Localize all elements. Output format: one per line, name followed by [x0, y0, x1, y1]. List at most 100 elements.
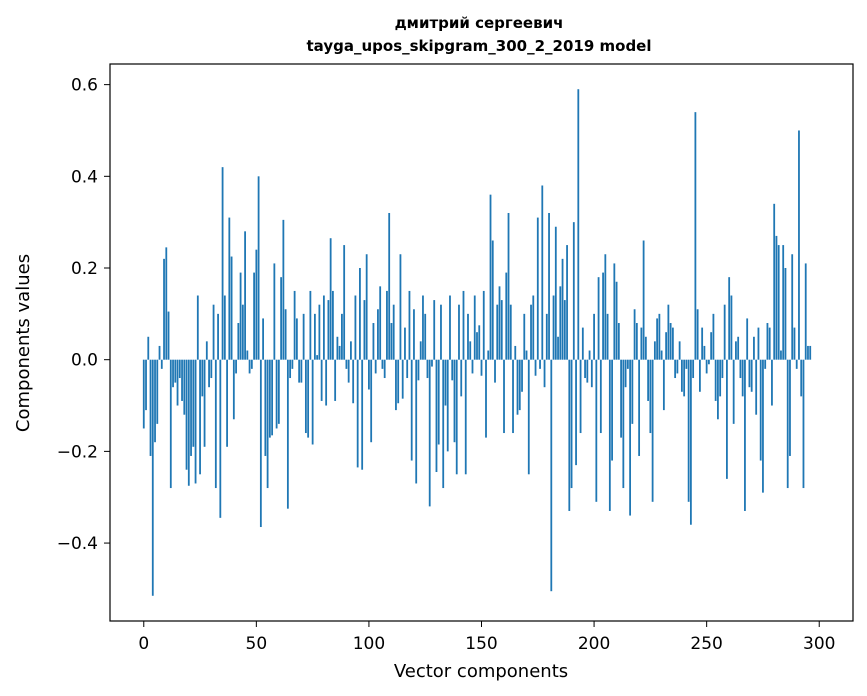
bar — [732, 359, 735, 424]
bar — [165, 247, 168, 360]
bar — [390, 323, 393, 360]
bar — [194, 359, 197, 484]
bar — [397, 359, 400, 404]
bar — [676, 359, 679, 374]
bar — [653, 341, 656, 360]
bar — [462, 290, 465, 360]
bar — [359, 268, 361, 360]
bar — [680, 359, 683, 392]
bar — [476, 332, 478, 360]
bar — [798, 130, 800, 360]
bar — [361, 359, 364, 470]
bar — [431, 359, 433, 367]
bar — [266, 359, 269, 489]
bar — [280, 277, 283, 360]
bar — [199, 359, 201, 475]
bar — [723, 304, 726, 360]
chart-subtitle: tayga_upos_skipgram_300_2_2019 model — [307, 37, 652, 55]
bar — [302, 313, 305, 360]
bar — [512, 359, 514, 434]
y-tick-label: 0.0 — [71, 351, 98, 371]
bar — [325, 359, 328, 406]
bar — [647, 359, 650, 401]
bar — [365, 254, 368, 360]
bar — [264, 359, 267, 456]
bar — [568, 359, 571, 511]
bar — [563, 300, 566, 360]
bar — [322, 295, 325, 360]
bar — [590, 359, 593, 388]
x-axis-label: Vector components — [394, 661, 568, 682]
bar — [588, 350, 591, 360]
bar — [514, 345, 517, 360]
bar — [415, 359, 418, 484]
bar — [428, 359, 431, 507]
bar — [437, 359, 440, 445]
bar — [791, 254, 794, 360]
bar — [392, 304, 395, 360]
bar — [708, 359, 710, 365]
bar — [383, 359, 386, 379]
bar — [741, 359, 744, 397]
bar — [478, 325, 481, 360]
bar — [277, 359, 280, 424]
bar — [422, 295, 424, 360]
bar — [399, 254, 402, 360]
bar — [642, 240, 645, 360]
bar — [347, 359, 350, 383]
bar — [239, 272, 242, 360]
bar — [471, 359, 474, 374]
bar — [665, 332, 668, 360]
bar — [705, 359, 708, 374]
bar — [782, 245, 785, 360]
bar — [622, 359, 625, 489]
bar — [226, 359, 228, 447]
bar — [671, 327, 674, 360]
bar — [586, 359, 589, 383]
bar — [268, 359, 271, 438]
bar — [757, 327, 760, 360]
bar — [149, 359, 152, 456]
bar — [759, 359, 762, 461]
bar — [352, 359, 355, 404]
bar — [795, 359, 798, 369]
bar — [327, 300, 330, 360]
x-tick-label: 100 — [353, 634, 385, 654]
bar — [271, 359, 274, 436]
bar — [638, 359, 641, 456]
bar — [775, 235, 778, 360]
bar — [433, 300, 436, 360]
bar — [633, 309, 636, 360]
bar — [793, 327, 796, 360]
bar — [561, 258, 564, 360]
bar — [311, 359, 314, 445]
bar — [145, 359, 147, 411]
bar — [802, 359, 805, 489]
bar — [764, 359, 767, 369]
bar — [455, 359, 458, 475]
bar — [570, 359, 573, 489]
bar — [142, 359, 145, 429]
bar — [237, 323, 240, 360]
bar — [482, 290, 485, 360]
bar — [451, 359, 454, 381]
bar — [608, 359, 611, 511]
bar — [230, 256, 233, 360]
bar — [626, 359, 629, 369]
bar — [424, 313, 427, 360]
bar — [444, 359, 447, 406]
bar — [284, 309, 287, 360]
bar — [354, 295, 357, 360]
y-tick-label: −0.2 — [57, 442, 98, 462]
bar — [190, 359, 192, 456]
bar — [453, 359, 456, 443]
bar — [489, 194, 492, 360]
bar — [374, 359, 377, 374]
bar — [658, 313, 661, 360]
bar — [241, 304, 244, 360]
bar — [701, 327, 704, 360]
bar — [228, 217, 231, 360]
bar — [613, 263, 616, 360]
bar — [804, 263, 807, 360]
